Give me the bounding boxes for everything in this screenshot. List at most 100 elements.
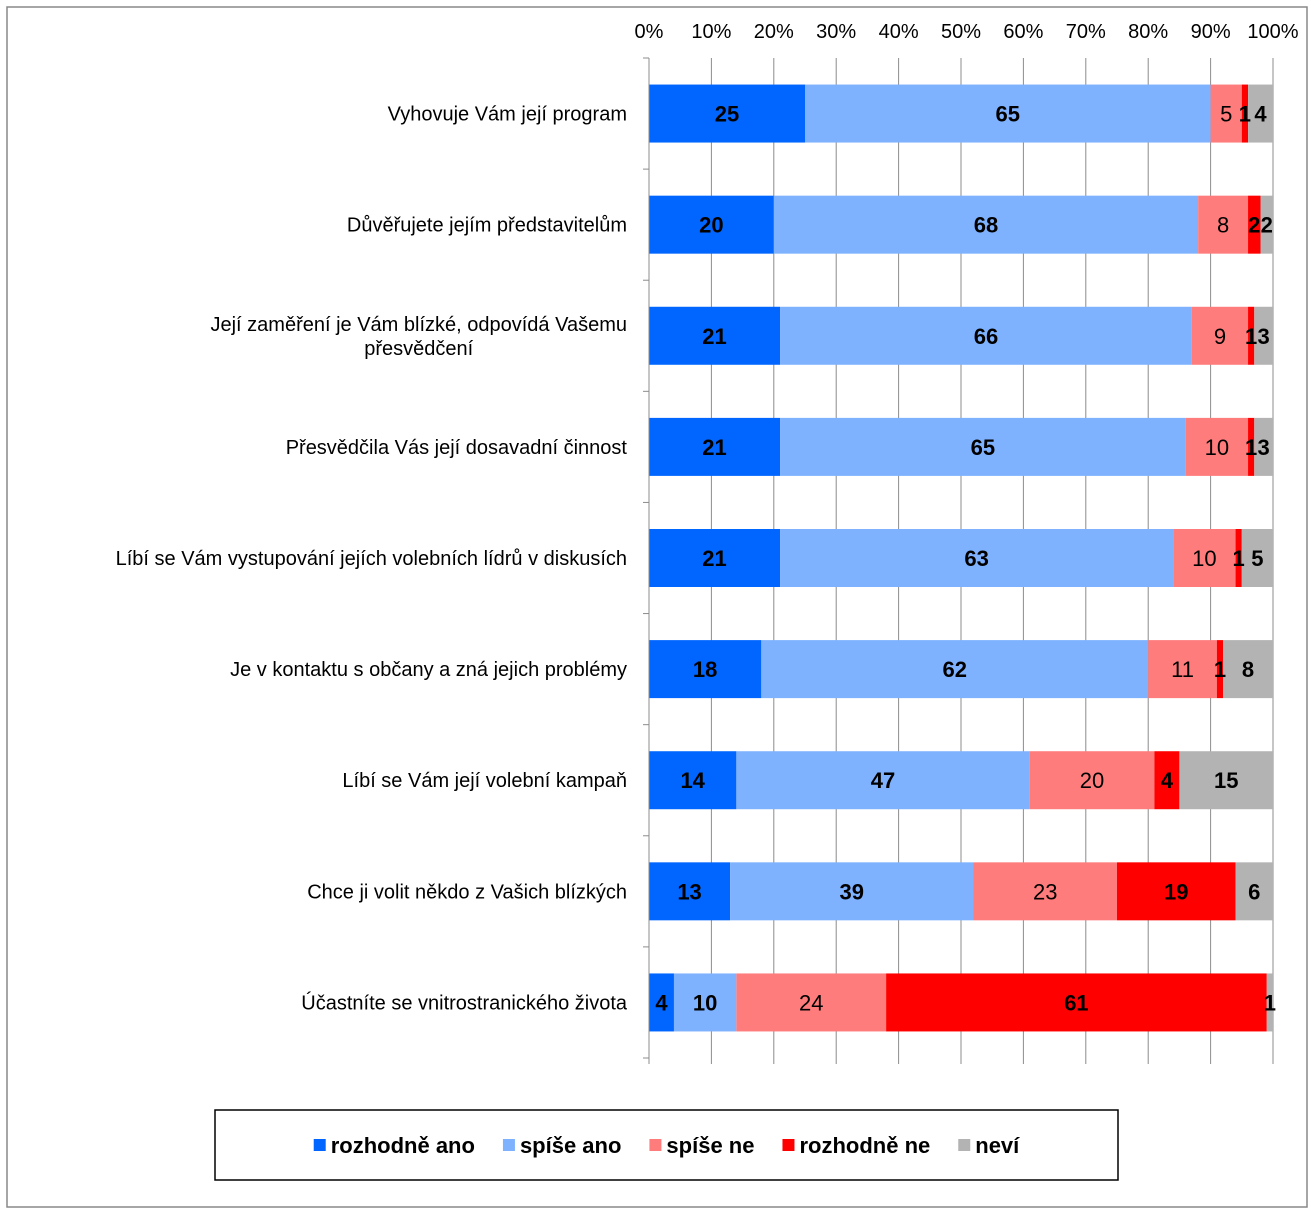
data-label: 5: [1220, 102, 1232, 127]
data-label: 4: [1254, 102, 1267, 127]
legend-label: rozhodně ano: [331, 1133, 475, 1158]
data-label: 68: [974, 213, 998, 238]
bar-segment: [649, 417, 781, 476]
bar-segment: [1179, 751, 1273, 810]
bar-segment: [761, 640, 1149, 699]
category-label: Účastníte se vnitrostranického života: [301, 991, 628, 1014]
data-label: 1: [1239, 102, 1251, 127]
bar-segment: [649, 84, 805, 143]
data-label: 61: [1064, 990, 1088, 1015]
bar-segment: [973, 862, 1117, 921]
data-label: 21: [702, 324, 726, 349]
bar-segment: [1154, 751, 1180, 810]
x-tick-label: 100%: [1247, 21, 1298, 43]
bar-segment: [649, 306, 781, 365]
bar-segment: [1185, 417, 1249, 476]
bar-segment: [736, 973, 887, 1032]
data-label: 5: [1251, 546, 1263, 571]
category-label: Líbí se Vám její volební kampaň: [342, 770, 627, 792]
data-label: 18: [693, 657, 717, 682]
legend-label: neví: [975, 1133, 1020, 1158]
data-label: 20: [699, 213, 723, 238]
data-label: 25: [715, 102, 739, 127]
category-label-line: Její zaměření je Vám blízké, odpovídá Va…: [210, 314, 627, 336]
bar-segment: [1266, 973, 1273, 1032]
category-label: Přesvědčila Vás její dosavadní činnost: [286, 437, 628, 459]
value-labels: 25 65 5 1 420 68 8 2 221 66 9 1 321 65 10 1 321 63 10 1 518 6…: [655, 102, 1276, 1016]
category-label: Chce ji volit někdo z Vašich blízkých: [307, 881, 627, 903]
x-axis-ticks: 0% 10% 20% 30% 40% 50% 60% 70% 80% 90% 100%: [635, 21, 1299, 1064]
x-tick-label: 50%: [941, 21, 981, 43]
data-label: 3: [1258, 435, 1270, 460]
data-label: 10: [693, 990, 717, 1015]
data-label: 9: [1214, 324, 1226, 349]
x-tick-label: 10%: [691, 21, 731, 43]
x-tick-label: 0%: [635, 21, 664, 43]
bar-segment: [1198, 195, 1249, 254]
category-label-line: přesvědčení: [364, 338, 473, 360]
bar-segment: [1248, 84, 1273, 143]
data-label: 19: [1164, 879, 1188, 904]
bar-segment: [1148, 640, 1217, 699]
data-label: 21: [702, 435, 726, 460]
data-label: 1: [1245, 435, 1257, 460]
bar-segment: [780, 306, 1192, 365]
bar-segment: [1216, 640, 1224, 699]
bar-segment: [1223, 640, 1273, 699]
data-label: 13: [677, 879, 701, 904]
bar-segment: [649, 195, 774, 254]
x-tick-label: 90%: [1191, 21, 1231, 43]
legend-label: spíše ne: [666, 1133, 754, 1158]
data-label: 11: [1171, 657, 1194, 682]
bar-segment: [1117, 862, 1236, 921]
data-label: 21: [702, 546, 726, 571]
data-label: 1: [1245, 324, 1257, 349]
x-tick-label: 40%: [879, 21, 919, 43]
bar-segment: [1241, 84, 1249, 143]
bar-segment: [1191, 306, 1249, 365]
x-tick-label: 60%: [1003, 21, 1043, 43]
category-label: Její zaměření je Vám blízké, odpovídá Va…: [210, 314, 627, 360]
bar-segment: [805, 84, 1211, 143]
bar-segment: [1210, 84, 1242, 143]
data-label: 2: [1261, 213, 1273, 238]
bar-segment: [1173, 529, 1236, 587]
bar-segment: [1248, 306, 1255, 365]
data-label: 66: [974, 324, 998, 349]
data-label: 65: [996, 102, 1020, 127]
data-label: 8: [1242, 657, 1254, 682]
bar-segment: [1235, 862, 1273, 921]
bar-segment: [649, 640, 762, 699]
x-tick-label: 70%: [1066, 21, 1106, 43]
data-label: 47: [871, 768, 895, 793]
bar-segment: [1235, 529, 1242, 587]
bar-segment: [773, 195, 1199, 254]
bar-segment: [1260, 195, 1273, 254]
bar-segment: [649, 862, 731, 921]
data-label: 6: [1248, 879, 1260, 904]
data-label: 62: [943, 657, 967, 682]
category-label: Vyhovuje Vám její program: [388, 104, 627, 126]
legend-label: spíše ano: [520, 1133, 621, 1158]
bar-segment: [673, 973, 737, 1032]
bar-segment: [1254, 417, 1273, 476]
data-label: 15: [1214, 768, 1238, 793]
data-label: 63: [964, 546, 988, 571]
x-tick-label: 30%: [816, 21, 856, 43]
data-label: 23: [1033, 879, 1057, 904]
category-label: Je v kontaktu s občany a zná jejich prob…: [230, 659, 627, 681]
data-label: 4: [1161, 768, 1174, 793]
legend: rozhodně ano spíše ano spíše ne rozhodně ne…: [214, 1109, 1119, 1181]
bar-segment: [1248, 417, 1255, 476]
data-label: 3: [1258, 324, 1270, 349]
x-tick-label: 80%: [1128, 21, 1168, 43]
y-axis: [643, 57, 650, 1059]
data-label: 1: [1264, 990, 1276, 1015]
legend-swatch: [649, 1139, 662, 1151]
bar-segment: [780, 529, 1174, 587]
data-label: 1: [1214, 657, 1226, 682]
data-label: 39: [840, 879, 864, 904]
data-label: 1: [1233, 546, 1245, 571]
